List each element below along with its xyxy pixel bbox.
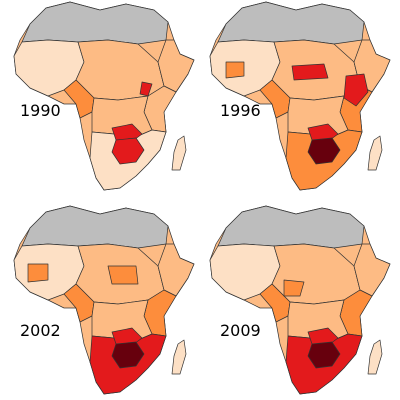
map-panel-2009: 2009 <box>209 205 391 395</box>
map-panel-1996: 1996 <box>209 1 391 191</box>
year-label-2009: 2009 <box>220 321 261 340</box>
year-label-1990: 1990 <box>20 101 61 120</box>
map-panel-2002: 2002 <box>13 205 195 395</box>
map-panel-1990: 1990 <box>13 1 195 191</box>
year-label-1996: 1996 <box>220 101 261 120</box>
year-label-2002: 2002 <box>20 321 61 340</box>
